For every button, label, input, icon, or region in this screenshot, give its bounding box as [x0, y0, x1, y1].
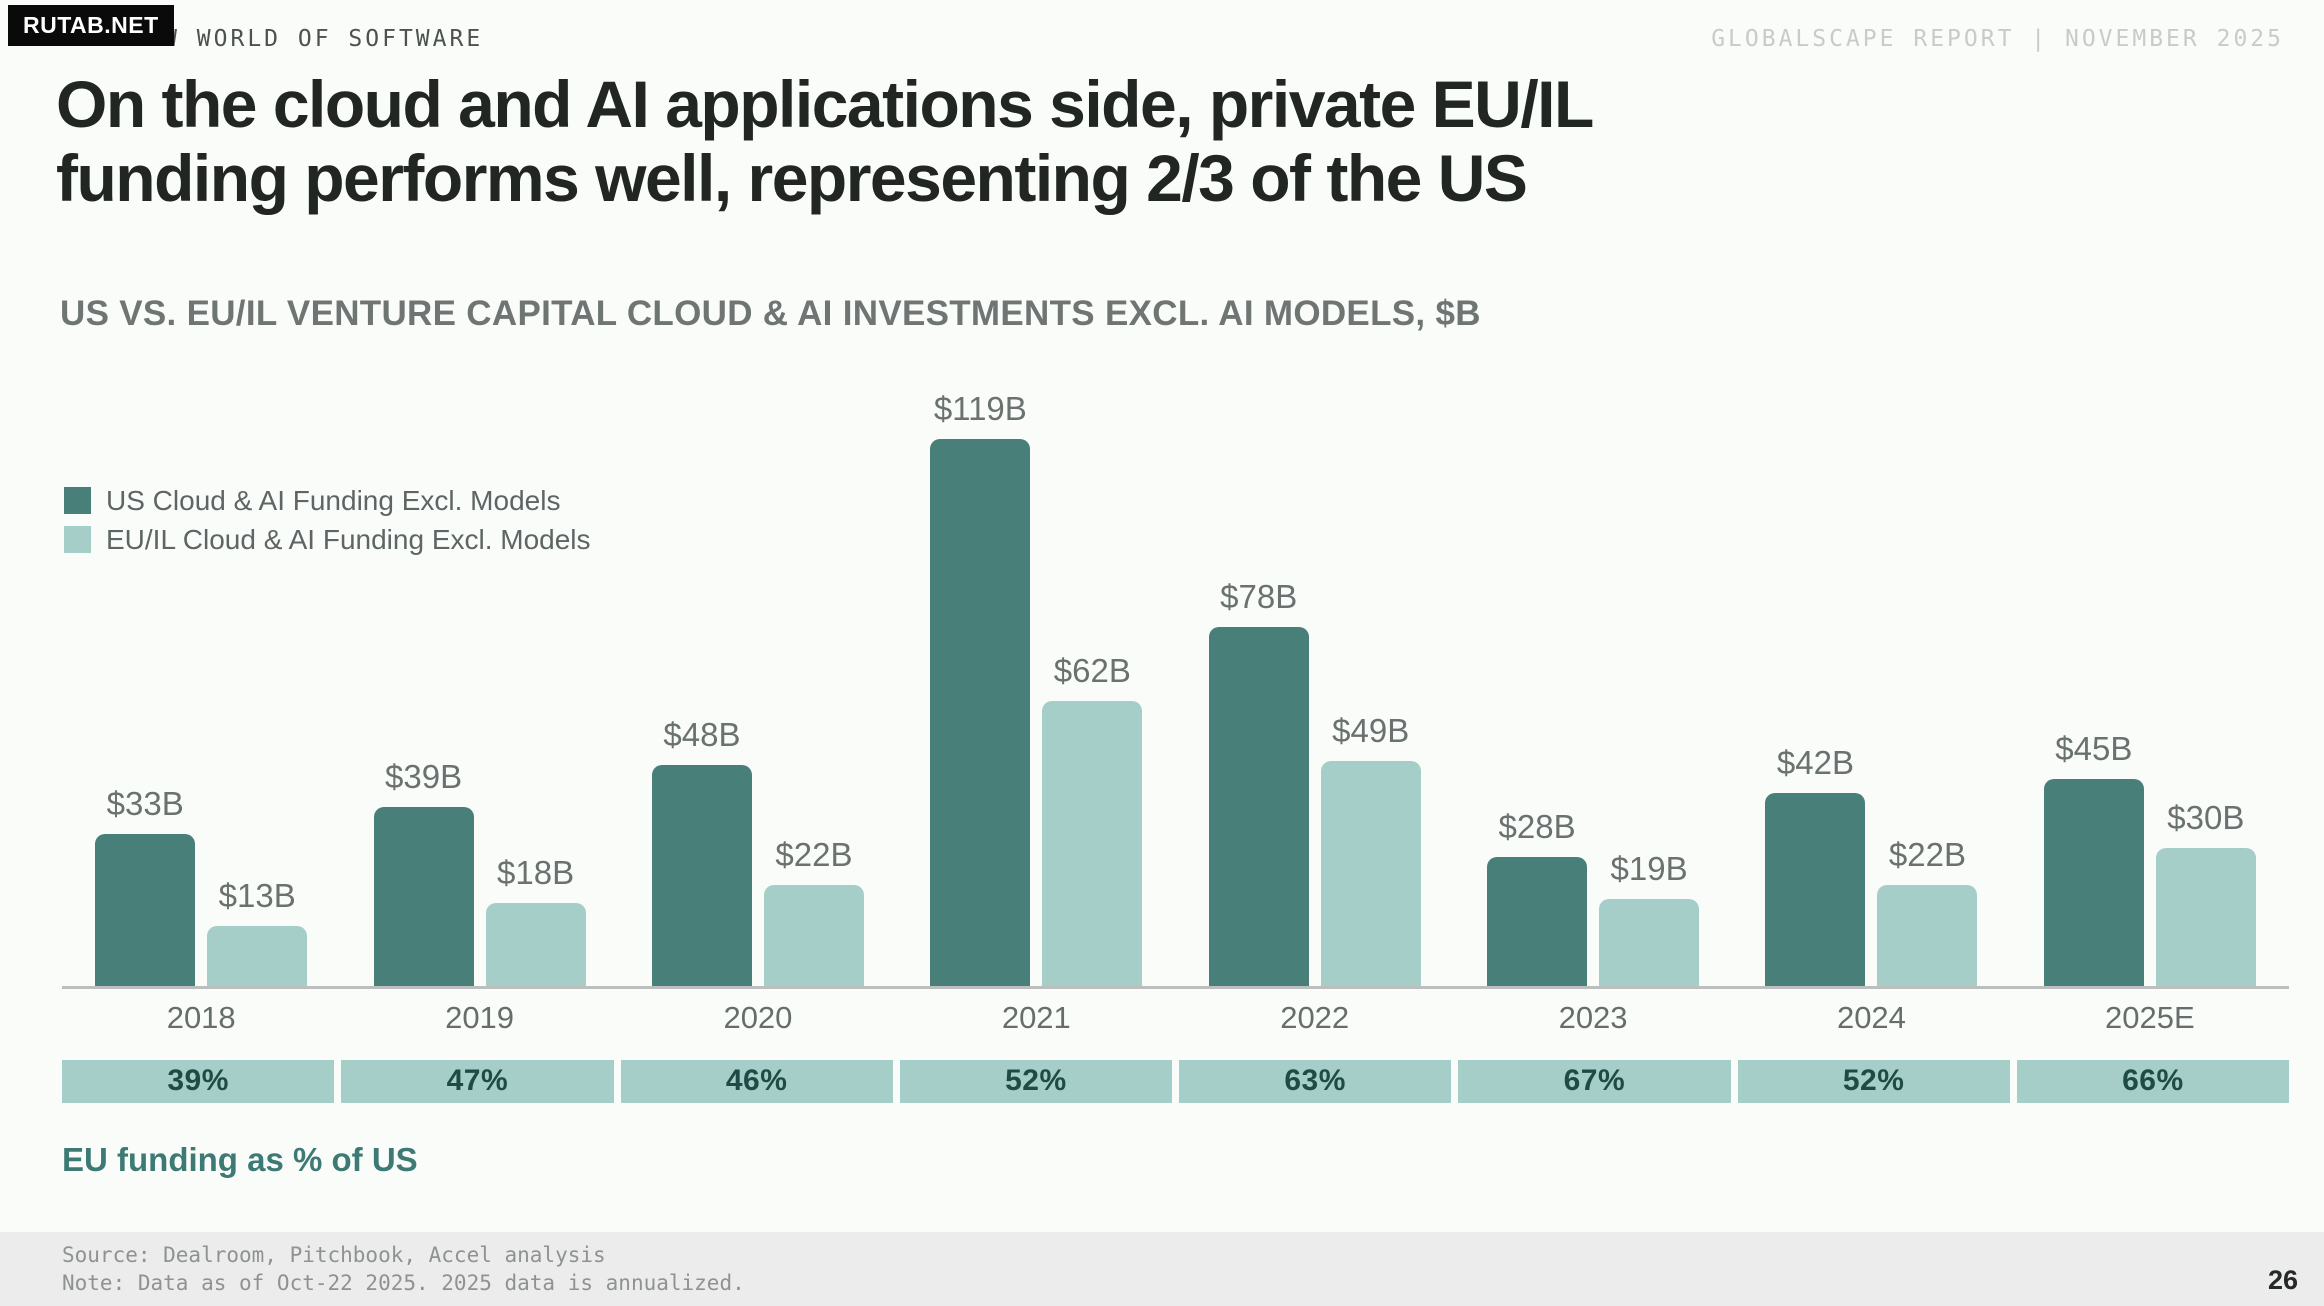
x-axis-tick: 2025E	[2104, 999, 2195, 1035]
bar-us	[95, 833, 196, 986]
pct-cell: 66%	[2016, 1059, 2289, 1103]
legend-swatch-euil	[64, 526, 91, 554]
pct-cell: 52%	[899, 1059, 1172, 1103]
legend-swatch-us	[64, 487, 91, 515]
bar-us	[1487, 856, 1588, 986]
bar-unit-us: $119B	[930, 389, 1031, 986]
bar-value-label: $22B	[775, 835, 853, 873]
legend-label-us: US Cloud & AI Funding Excl. Models	[106, 484, 561, 516]
bar-us	[930, 438, 1031, 986]
note-line: Note: Data as of Oct-22 2025. 2025 data …	[62, 1271, 745, 1295]
x-axis-tick: 2018	[166, 999, 236, 1035]
bar-unit-euil: $30B	[2155, 798, 2256, 986]
x-axis: 2018 2019 2020 2021 2022 2023 2024 2025E	[62, 989, 2289, 1047]
legend-item-euil: EU/IL Cloud & AI Funding Excl. Models	[64, 524, 591, 556]
bar-value-label: $18B	[497, 853, 575, 891]
pct-cell: 67%	[1458, 1059, 1731, 1103]
bar-unit-euil: $18B	[485, 853, 586, 986]
bar-unit-us: $78B	[1208, 577, 1309, 986]
bar-euil	[1042, 700, 1143, 986]
legend-item-us: US Cloud & AI Funding Excl. Models	[64, 485, 591, 517]
x-axis-tick: 2019	[445, 999, 515, 1035]
page-title-line1: On the cloud and AI applications side, p…	[56, 67, 1594, 141]
bar-value-label: $42B	[1776, 743, 1854, 781]
pct-caption: EU funding as % of US	[62, 1140, 418, 1178]
bar-euil	[485, 902, 586, 986]
bar-value-label: $19B	[1610, 849, 1688, 887]
x-axis-tick: 2024	[1836, 999, 1906, 1035]
bar-euil	[2155, 847, 2256, 986]
pct-band: 39% 47% 46% 52% 63% 67% 52% 66%	[62, 1059, 2289, 1103]
bar-unit-euil: $49B	[1320, 711, 1421, 986]
source-line: Source: Dealroom, Pitchbook, Accel analy…	[62, 1242, 606, 1267]
bar-unit-us: $48B	[651, 715, 752, 986]
bar-unit-us: $39B	[373, 757, 474, 986]
bar-group: $119B $62B	[897, 390, 1175, 986]
bar-unit-us: $33B	[95, 784, 196, 986]
bar-us	[1208, 626, 1309, 986]
bar-unit-euil: $62B	[1042, 651, 1143, 986]
bar-group: $39B $18B	[340, 758, 618, 986]
chart-title: US VS. EU/IL VENTURE CAPITAL CLOUD & AI …	[60, 293, 1481, 333]
x-axis-tick: 2021	[1001, 999, 1071, 1035]
plot: $33B $13B $39B $18B $48B $22B $119B $62B $78B $49…	[62, 389, 2289, 989]
footer: Source: Dealroom, Pitchbook, Accel analy…	[0, 1232, 2324, 1306]
bar-unit-us: $28B	[1487, 807, 1588, 986]
bar-us	[2043, 778, 2144, 986]
page-title-line2: funding performs well, representing 2/3 …	[56, 140, 1528, 215]
bar-group: $42B $22B	[1732, 744, 2010, 986]
bar-euil	[763, 884, 864, 986]
bar-unit-us: $45B	[2043, 729, 2144, 986]
bar-group: $45B $30B	[2011, 730, 2289, 986]
bar-value-label: $49B	[1332, 711, 1410, 749]
pct-cell: 39%	[62, 1059, 335, 1103]
bar-value-label: $39B	[385, 757, 463, 795]
bar-group: $78B $49B	[1176, 578, 1454, 986]
bar-value-label: $33B	[106, 784, 184, 822]
top-bar: THE NEW WORLD OF SOFTWARE GLOBALSCAPE RE…	[0, 0, 2324, 52]
bar-group: $48B $22B	[619, 716, 897, 986]
bar-unit-euil: $22B	[1877, 835, 1978, 986]
bar-value-label: $62B	[1053, 651, 1131, 689]
bar-unit-euil: $13B	[207, 876, 308, 986]
bar-euil	[1877, 884, 1978, 986]
bar-value-label: $78B	[1220, 577, 1298, 615]
bar-group: $33B $13B	[62, 785, 340, 986]
legend-label-euil: EU/IL Cloud & AI Funding Excl. Models	[106, 523, 591, 555]
pct-cell: 47%	[341, 1059, 614, 1103]
bar-us	[373, 806, 474, 986]
source-note: Source: Dealroom, Pitchbook, Accel analy…	[0, 1241, 745, 1298]
bar-value-label: $30B	[2167, 798, 2245, 836]
bar-value-label: $22B	[1888, 835, 1966, 873]
chart-area: US Cloud & AI Funding Excl. Models EU/IL…	[62, 389, 2289, 1179]
x-axis-tick: 2020	[723, 999, 793, 1035]
bar-euil	[207, 925, 308, 986]
bar-unit-euil: $19B	[1599, 849, 1700, 986]
pct-cell: 63%	[1179, 1059, 1452, 1103]
watermark-badge: RUTAB.NET	[8, 5, 174, 46]
bar-value-label: $13B	[218, 876, 296, 914]
pct-cell: 46%	[620, 1059, 893, 1103]
pct-cell: 52%	[1737, 1059, 2010, 1103]
bar-unit-euil: $22B	[763, 835, 864, 986]
bar-euil	[1599, 898, 1700, 986]
x-axis-tick: 2023	[1558, 999, 1628, 1035]
chart-legend: US Cloud & AI Funding Excl. Models EU/IL…	[64, 485, 591, 556]
bar-group: $28B $19B	[1454, 808, 1732, 986]
report-label: GLOBALSCAPE REPORT | NOVEMBER 2025	[1711, 26, 2284, 52]
page-title: On the cloud and AI applications side, p…	[0, 67, 2324, 216]
page-number: 26	[2267, 1265, 2298, 1295]
bar-unit-us: $42B	[1765, 743, 1866, 986]
bar-us	[1765, 792, 1866, 986]
bar-value-label: $48B	[663, 715, 741, 753]
bar-euil	[1320, 760, 1421, 986]
bar-value-label: $45B	[2055, 729, 2133, 767]
bar-value-label: $119B	[933, 389, 1027, 427]
bar-value-label: $28B	[1498, 807, 1576, 845]
bar-us	[651, 764, 752, 986]
x-axis-tick: 2022	[1280, 999, 1350, 1035]
